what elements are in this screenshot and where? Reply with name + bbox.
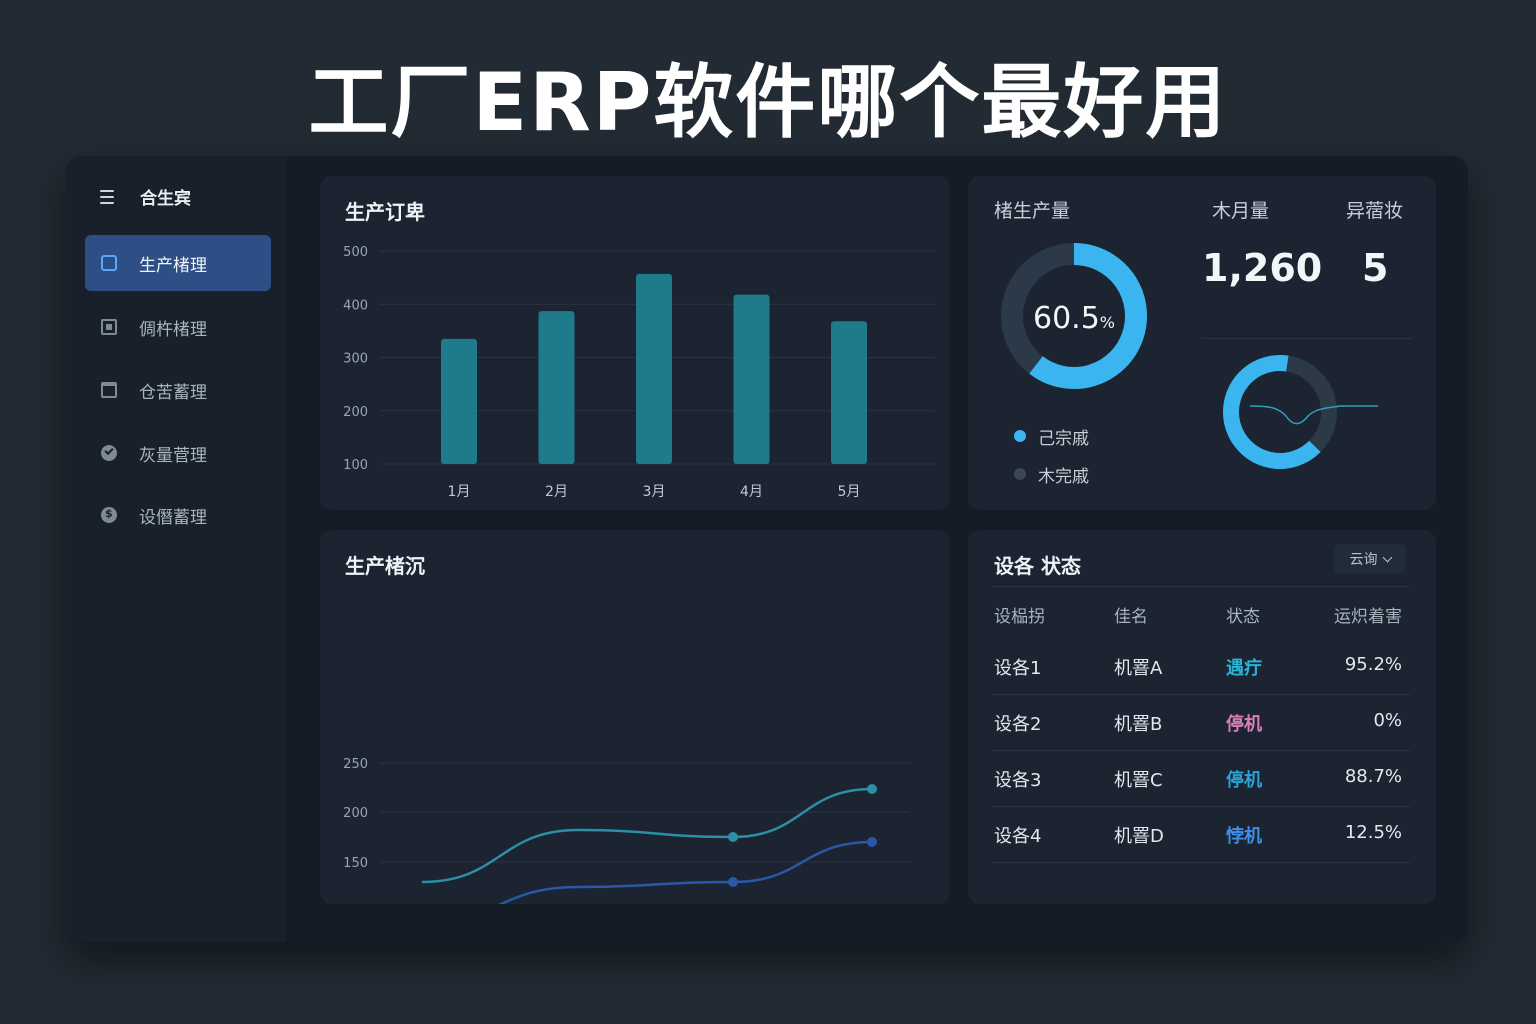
y-tick-label: 150	[343, 856, 368, 871]
column-header-rate: 运炽着害	[1334, 607, 1402, 627]
sidebar-item-materials[interactable]: 倜杵楮理	[85, 299, 271, 355]
equipment-name-cell: 设各1	[994, 658, 1042, 679]
rate-cell: 12.5%	[1344, 822, 1402, 843]
status-cell: 停机	[1226, 714, 1262, 735]
equipment-name-cell: 设各2	[994, 714, 1042, 735]
trend-card: 生产楮沉 01001502002502月3月4月4月支际产量计划产量	[320, 530, 950, 904]
x-tick-label: 4月	[740, 484, 763, 500]
x-tick-label: 3月	[643, 484, 666, 500]
sidebar-item-label: 设僭蓄理	[139, 507, 207, 528]
equipment-card-title: 设各 状态	[994, 554, 1081, 578]
series-line-1	[421, 787, 873, 884]
y-tick-label: 400	[343, 298, 368, 313]
column-header-status: 状态	[1226, 607, 1260, 627]
row-divider	[992, 862, 1410, 863]
y-tick-label: 200	[343, 405, 368, 420]
kpi-card: 楮生产量 木月量 异蓿妆 1,260 5 60.5% 己宗戚 木完戚	[968, 176, 1436, 510]
brand-name: 合生宾	[140, 189, 191, 209]
x-tick-label: 2月	[545, 484, 568, 500]
hamburger-menu-icon[interactable]	[100, 189, 114, 204]
sidebar: 合生宾 生产楮理 倜杵楮理 仓苦蓄理 灰量菅理 设僭蓄理	[66, 156, 286, 942]
warehouse-icon	[101, 382, 117, 398]
kpi-label-total: 楮生产量	[994, 200, 1071, 222]
machine-cell: 机罯A	[1114, 658, 1163, 679]
mini-trend-line	[1249, 405, 1378, 425]
equipment-name-cell: 设各3	[994, 770, 1042, 791]
row-divider	[992, 750, 1410, 751]
y-tick-label: 100	[343, 458, 368, 473]
legend-label-done: 己宗戚	[1038, 429, 1089, 449]
sidebar-item-label: 倜杵楮理	[139, 319, 207, 340]
document-icon	[101, 255, 117, 271]
column-header-machine: 佳名	[1114, 607, 1148, 627]
erp-dashboard: 合生宾 生产楮理 倜杵楮理 仓苦蓄理 灰量菅理 设僭蓄理 生产订卑 100 200…	[66, 156, 1468, 942]
equipment-card: 设各 状态 云询 设榀拐 佳名 状态 运炽着害 设各1 机罯A 遇疔 95.2% 设各2…	[968, 530, 1436, 904]
x-tick-label: 1月	[448, 484, 471, 500]
sidebar-item-warehouse[interactable]: 仓苦蓄理	[85, 362, 271, 418]
series-line-2	[498, 840, 873, 904]
kpi-label-abnormal: 异蓿妆	[1346, 200, 1404, 222]
bar-1	[441, 338, 477, 464]
bar-2	[538, 311, 575, 464]
sidebar-item-quality[interactable]: 灰量菅理	[85, 425, 271, 481]
row-divider	[992, 806, 1410, 807]
column-header-id: 设榀拐	[994, 607, 1045, 627]
trend-card-title: 生产楮沉	[345, 554, 425, 578]
machine-cell: 机罯C	[1114, 770, 1163, 791]
x-tick-label: 5月	[838, 484, 861, 500]
header-divider	[992, 586, 1410, 587]
equipment-name-cell: 设各4	[994, 826, 1042, 847]
y-tick-label: 300	[343, 352, 368, 367]
y-tick-label: 500	[343, 245, 368, 260]
y-tick-label: 200	[343, 806, 368, 821]
rate-cell: 0%	[1373, 710, 1402, 731]
orders-card: 生产订卑 100 200 300 400 500 1月 2月 3月 4月 5月	[320, 176, 950, 510]
donut-value-text: 60.5%	[1033, 301, 1115, 336]
machine-cell: 机罯B	[1114, 714, 1163, 735]
sidebar-item-label: 灰量菅理	[139, 445, 207, 466]
chevron-down-icon	[1382, 552, 1392, 562]
status-cell: 停机	[1226, 770, 1262, 791]
kpi-divider	[1202, 338, 1412, 339]
legend-dot-undone	[1014, 468, 1026, 480]
page-headline: 工厂ERP软件哪个最好用	[308, 56, 1228, 149]
sidebar-header: 合生宾	[100, 184, 191, 209]
sidebar-item-label: 仓苦蓄理	[139, 382, 207, 403]
status-cell: 遇疔	[1226, 658, 1262, 679]
dropdown-label: 云询	[1349, 552, 1378, 568]
series-point	[728, 877, 738, 887]
series-point	[728, 832, 738, 842]
mini-ring-arc	[1223, 355, 1321, 469]
check-circle-icon	[101, 445, 117, 461]
series-point	[867, 837, 877, 847]
trend-line-chart: 01001502002502月3月4月4月支际产量计划产量	[343, 757, 910, 904]
box-icon	[101, 319, 117, 335]
y-tick-label: 250	[343, 757, 368, 772]
equipment-filter-dropdown[interactable]: 云询	[1334, 544, 1406, 574]
rate-cell: 95.2%	[1344, 654, 1402, 675]
sidebar-item-equipment[interactable]: 设僭蓄理	[85, 487, 271, 543]
orders-bar-chart: 100 200 300 400 500 1月 2月 3月 4月 5月	[343, 245, 935, 500]
bar-5	[831, 321, 867, 464]
machine-cell: 机罯D	[1114, 826, 1164, 847]
kpi-abnormal-value: 5	[1362, 246, 1389, 290]
kpi-graphics: 60.5%	[1001, 243, 1378, 469]
orders-card-title: 生产订卑	[345, 200, 425, 224]
donut-progress-arc	[1029, 243, 1147, 389]
bar-4	[733, 294, 770, 464]
kpi-label-month: 木月量	[1212, 200, 1270, 222]
kpi-month-value: 1,260	[1202, 246, 1323, 290]
sidebar-item-label: 生产楮理	[139, 255, 207, 276]
series-point	[867, 784, 877, 794]
coin-icon	[101, 507, 117, 523]
bar-3	[636, 273, 672, 464]
rate-cell: 88.7%	[1344, 766, 1402, 787]
status-cell: 悖机	[1226, 826, 1262, 847]
legend-dot-done	[1014, 430, 1026, 442]
row-divider	[992, 694, 1410, 695]
sidebar-item-production[interactable]: 生产楮理	[85, 235, 271, 291]
legend-label-undone: 木完戚	[1038, 467, 1089, 487]
